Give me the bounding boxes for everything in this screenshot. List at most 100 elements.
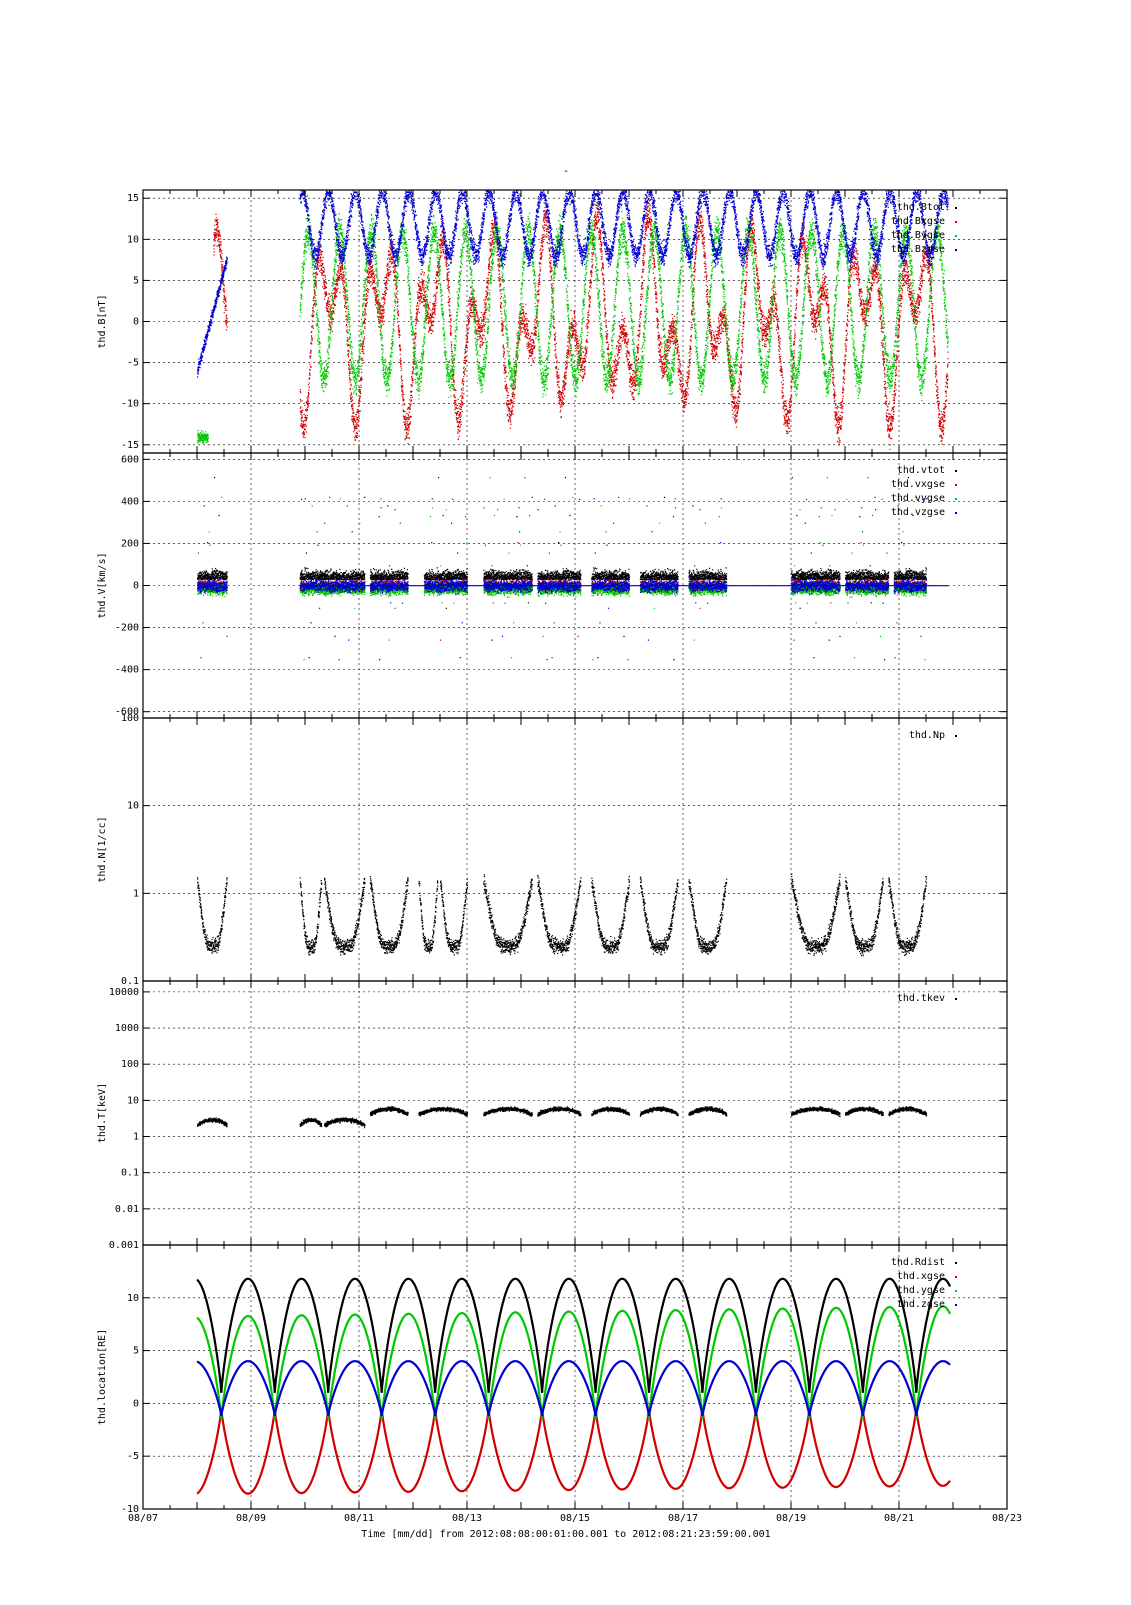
x-tick-label: 08/13: [452, 1513, 482, 1524]
legend-swatch: [955, 1304, 957, 1306]
legend-entry: thd.vygse: [891, 493, 945, 504]
y-axis-label: thd.T[keV]: [97, 1083, 108, 1143]
x-tick-label: 08/15: [560, 1513, 590, 1524]
legend-entry: thd.Rdist: [891, 1257, 945, 1268]
y-axis-label: thd.B[nT]: [97, 294, 108, 348]
series-thd.vtot: [197, 477, 928, 661]
y-axis-label: thd.V[km/s]: [97, 552, 108, 618]
y-tick-label: 10: [127, 234, 139, 245]
legend: thd.Rdist thd.xgse thd.ygse thd.zgse: [891, 1257, 957, 1310]
panel-T: 10000 1000 100 10 1 0.1 0.01 0.001 thd.T[keV] thd…: [97, 980, 1008, 1251]
y-tick-label: 10000: [109, 987, 139, 998]
panel-location: 10 5 0 -5 -10 thd.location[RE] thd.Rdist thd.xg…: [97, 1244, 1008, 1515]
y-tick-label: -10: [121, 399, 139, 410]
y-tick-label: 0: [133, 1398, 139, 1409]
y-tick-label: 10: [127, 1293, 139, 1304]
x-tick-label: 08/17: [668, 1513, 698, 1524]
legend-entry: thd.Bzgse: [891, 244, 945, 255]
legend: thd.Np: [909, 730, 957, 741]
y-tick-label: 100: [121, 1059, 139, 1070]
legend-entry: thd.tkev: [897, 993, 945, 1004]
legend-entry: thd.Bygse: [891, 230, 945, 241]
y-tick-label: 0.001: [109, 1240, 139, 1251]
legend-swatch: [955, 207, 957, 209]
panel-B: 15 10 5 0 -5 -10 -15 thd.B[nT] thd.Btot thd.Bxgse…: [97, 189, 1008, 454]
y-tick-label: 5: [133, 1346, 139, 1357]
y-tick-label: -5: [127, 358, 139, 369]
y-tick-label: 5: [133, 275, 139, 286]
panel-T-data: [197, 1106, 928, 1129]
panels: 151050-5-10-15thd.B[nT]thd.Btotthd.Bxgse…: [97, 189, 1008, 1515]
y-tick-label: -10: [121, 1504, 139, 1515]
y-tick-label: 0: [133, 317, 139, 328]
legend-entry: thd.Btot: [897, 202, 945, 213]
y-tick-label: 15: [127, 193, 139, 204]
y-axis-label: thd.location[RE]: [97, 1329, 108, 1425]
legend-swatch: [955, 1262, 957, 1264]
y-tick-label: 1: [133, 1132, 139, 1143]
y-tick-label: 0.01: [115, 1204, 139, 1215]
x-tick-label: 08/11: [344, 1513, 374, 1524]
series-thd.zgse: [196, 1360, 951, 1417]
x-tick-label: 08/23: [992, 1513, 1022, 1524]
y-axis-label: thd.N[1/cc]: [97, 816, 108, 882]
series-thd.Rdist: [196, 1277, 952, 1393]
x-tick-label: 08/19: [776, 1513, 806, 1524]
series-thd.xgse: [196, 1408, 951, 1495]
y-tick-label: 400: [121, 496, 139, 507]
y-tick-label: 10: [127, 801, 139, 812]
series-thd.vzgse: [197, 477, 949, 661]
y-tick-label: -200: [115, 623, 139, 634]
y-tick-label: -15: [121, 440, 139, 451]
legend-entry: thd.ygse: [897, 1285, 945, 1296]
legend-entry: thd.vzgse: [891, 507, 945, 518]
y-tick-label: -5: [127, 1451, 139, 1462]
panel-location-data: [196, 1277, 952, 1495]
y-tick-label: 600: [121, 454, 139, 465]
panel-V: 600 400 200 0 -200 -400 -600 thd.V[km/s] thd.vto…: [97, 452, 1008, 719]
x-axis-tick-labels: 08/07 08/09 08/11 08/13 08/15 08/17 08/19 08/21…: [128, 1513, 1022, 1524]
x-tick-label: 08/07: [128, 1513, 158, 1524]
x-tick-label: 08/09: [236, 1513, 266, 1524]
panel-V-data: [197, 477, 949, 661]
legend-entry: thd.Np: [909, 730, 945, 741]
legend-entry: thd.xgse: [897, 1271, 945, 1282]
series-thd.ygse: [196, 1305, 952, 1420]
panel-B-data: [197, 190, 949, 450]
legend-entry: thd.zgse: [897, 1299, 945, 1310]
legend-entry: thd.Bxgse: [891, 216, 945, 227]
legend-swatch: [955, 498, 957, 500]
legend-swatch: [955, 484, 957, 486]
series-thd.tkev: [197, 1106, 928, 1129]
y-tick-label: 10: [127, 1095, 139, 1106]
figure-title: -: [563, 166, 569, 177]
legend: thd.Btot thd.Bxgse thd.Bygse thd.Bzgse: [891, 202, 957, 255]
legend: thd.vtot thd.vxgse thd.vygse thd.vzgse: [891, 465, 957, 518]
legend-swatch: [955, 235, 957, 237]
legend-swatch: [955, 998, 957, 1000]
legend-swatch: [955, 1290, 957, 1292]
legend-swatch: [955, 735, 957, 737]
legend-swatch: [955, 221, 957, 223]
legend-entry: thd.vxgse: [891, 479, 945, 490]
y-tick-label: 0: [133, 581, 139, 592]
y-tick-label: 1: [133, 888, 139, 899]
y-tick-label: 100: [121, 713, 139, 724]
time-caption: Time [mm/dd] from 2012:08:08:00:01:00.00…: [361, 1529, 770, 1540]
y-tick-label: 200: [121, 538, 139, 549]
panel-N-data: [197, 873, 928, 957]
legend: thd.tkev: [897, 993, 957, 1004]
legend-entry: thd.vtot: [897, 465, 945, 476]
legend-swatch: [955, 470, 957, 472]
series-thd.Bxgse: [213, 198, 949, 450]
y-tick-label: -400: [115, 665, 139, 676]
y-tick-label: 1000: [115, 1023, 139, 1034]
legend-swatch: [955, 249, 957, 251]
x-tick-label: 08/21: [884, 1513, 914, 1524]
panel-N: 100 10 1 0.1 thd.N[1/cc] thd.Np: [97, 713, 1008, 987]
y-tick-label: -600: [115, 707, 139, 718]
y-tick-label: 0.1: [121, 976, 139, 987]
series-thd.Bzgse: [197, 190, 949, 378]
